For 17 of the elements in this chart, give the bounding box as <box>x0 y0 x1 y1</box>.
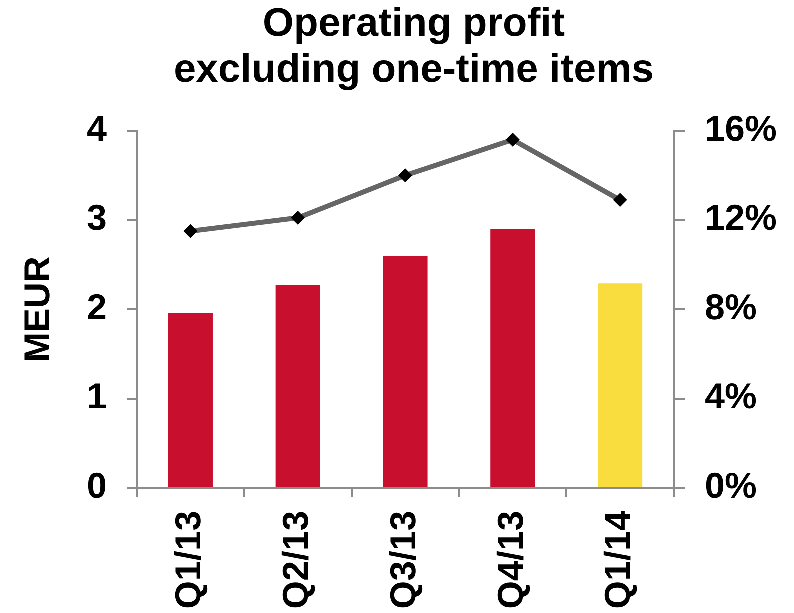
y-axis-title: MEUR <box>16 256 58 362</box>
x-tick-label: Q4/13 <box>490 511 531 610</box>
x-tick-label: Q3/13 <box>382 511 424 610</box>
y2-tick-label: 12% <box>705 197 778 238</box>
y2-tick-label: 16% <box>705 108 778 149</box>
y-tick-label: 3 <box>86 197 107 238</box>
y2-tick-label: 8% <box>705 286 758 328</box>
y-tick-label: 2 <box>86 286 107 328</box>
x-tick-label: Q2/13 <box>275 511 316 610</box>
y2-tick-label: 0% <box>705 464 758 506</box>
y2-tick-label: 4% <box>705 376 758 417</box>
y-tick-label: 0 <box>86 464 107 506</box>
x-tick-label: Q1/14 <box>597 511 638 610</box>
chart-title: Operating profit excluding one-time items <box>172 0 656 92</box>
x-tick-label: Q1/13 <box>168 511 209 610</box>
y-tick-label: 1 <box>86 376 107 417</box>
y-tick-label: 4 <box>86 108 107 149</box>
